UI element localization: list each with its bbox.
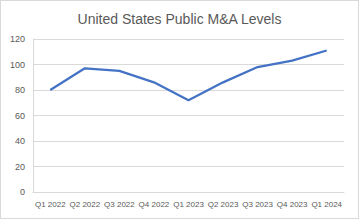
svg-text:Q3 2023: Q3 2023 bbox=[242, 200, 273, 209]
svg-text:Q1 2023: Q1 2023 bbox=[173, 200, 204, 209]
svg-text:20: 20 bbox=[15, 162, 25, 172]
svg-text:80: 80 bbox=[15, 85, 25, 95]
svg-text:Q3 2022: Q3 2022 bbox=[104, 200, 135, 209]
svg-text:Q1 2022: Q1 2022 bbox=[35, 200, 66, 209]
svg-text:Q4 2023: Q4 2023 bbox=[277, 200, 308, 209]
svg-text:60: 60 bbox=[15, 111, 25, 121]
svg-text:Q1 2024: Q1 2024 bbox=[311, 200, 342, 209]
svg-text:Q2 2022: Q2 2022 bbox=[69, 200, 100, 209]
svg-text:100: 100 bbox=[10, 60, 25, 70]
svg-text:120: 120 bbox=[10, 34, 25, 44]
svg-text:40: 40 bbox=[15, 136, 25, 146]
svg-text:Q4 2022: Q4 2022 bbox=[139, 200, 170, 209]
svg-text:Q2 2023: Q2 2023 bbox=[208, 200, 239, 209]
svg-text:United States Public M&A Level: United States Public M&A Levels bbox=[78, 11, 282, 27]
svg-text:0: 0 bbox=[20, 187, 25, 197]
